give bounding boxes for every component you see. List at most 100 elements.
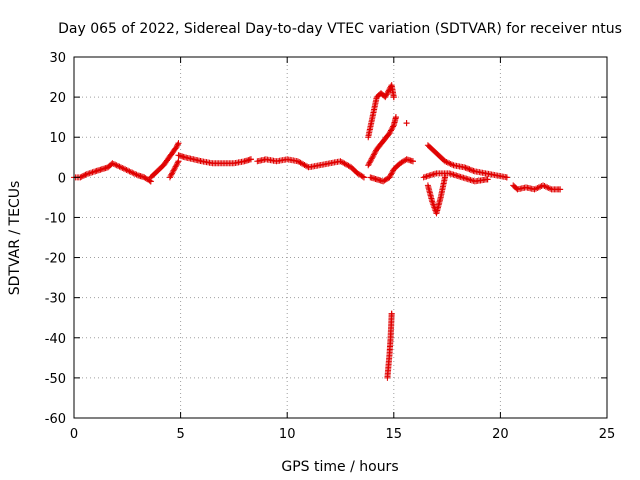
data-point <box>146 177 153 184</box>
data-point <box>174 160 181 167</box>
data-point <box>409 158 416 165</box>
data-point <box>531 186 538 193</box>
data-point <box>82 171 89 178</box>
data-point <box>125 167 132 174</box>
series-evening-low <box>420 170 491 185</box>
x-axis-label: GPS time / hours <box>281 459 398 475</box>
y-tick-label: -50 <box>45 372 66 387</box>
data-point <box>132 170 139 177</box>
data-point <box>365 160 372 167</box>
data-point <box>247 156 254 163</box>
data-point <box>403 120 410 127</box>
data-point <box>115 162 122 169</box>
data-point <box>173 162 180 169</box>
data-point <box>173 144 180 151</box>
data-point <box>110 160 117 167</box>
data-point <box>441 158 448 165</box>
data-point <box>367 158 374 165</box>
data-point <box>174 159 181 166</box>
x-tick-label: 0 <box>70 427 78 442</box>
y-tick-label: -20 <box>45 252 66 267</box>
data-point <box>443 158 450 165</box>
series-afternoon-band <box>254 156 367 181</box>
y-tick-label: -30 <box>45 292 66 307</box>
data-point <box>119 164 126 171</box>
data-point <box>169 170 176 177</box>
data-point <box>557 186 564 193</box>
data-point <box>387 172 394 179</box>
series-outlier-drop <box>384 310 395 381</box>
data-point <box>449 161 456 168</box>
data-point <box>392 114 399 121</box>
data-point <box>174 142 181 149</box>
data-point <box>386 130 393 137</box>
data-point <box>390 94 397 101</box>
data-point <box>109 160 116 167</box>
data-point <box>535 184 542 191</box>
data-point <box>387 128 394 135</box>
data-point <box>360 174 367 181</box>
data-point <box>385 88 392 95</box>
data-point <box>382 92 389 99</box>
data-point <box>388 310 395 317</box>
data-point <box>446 160 453 167</box>
series-night-band <box>510 182 564 193</box>
data-point <box>133 171 140 178</box>
data-point <box>389 168 396 175</box>
data-point <box>112 161 119 168</box>
data-point <box>113 162 120 169</box>
data-point <box>365 162 372 169</box>
data-point <box>129 169 136 176</box>
series-late-rise-to-five <box>166 158 182 181</box>
data-point <box>383 91 390 98</box>
y-tick-label: -40 <box>45 332 66 347</box>
plot-frame <box>73 56 608 419</box>
data-point <box>371 150 378 157</box>
x-tick-label: 20 <box>492 427 509 442</box>
data-point <box>387 127 394 134</box>
data-point <box>534 185 541 192</box>
data-point <box>447 160 454 167</box>
data-point <box>466 166 473 173</box>
data-point <box>372 148 379 155</box>
data-point <box>78 173 85 180</box>
data-point <box>484 176 491 183</box>
series-spike-upper <box>365 82 397 141</box>
data-point <box>547 185 554 192</box>
series-midday-band <box>175 152 254 167</box>
data-point <box>441 174 448 181</box>
data-point <box>81 172 88 179</box>
data-point <box>390 123 397 130</box>
series-evening-dip <box>424 174 448 217</box>
series-evening-descent <box>424 142 510 181</box>
data-point <box>461 164 468 171</box>
y-tick-label: 20 <box>49 91 66 106</box>
data-point <box>368 156 375 163</box>
data-point <box>503 174 510 181</box>
data-point <box>169 168 176 175</box>
data-point <box>116 163 123 170</box>
x-tick-label: 15 <box>386 427 403 442</box>
data-point <box>170 167 177 174</box>
data-point <box>123 166 130 173</box>
data-point <box>171 166 178 173</box>
y-axis-ticks: -60 -50 -40 -30 -20 -10 0 10 20 30 <box>45 51 607 427</box>
data-point <box>467 166 474 173</box>
y-tick-label: 30 <box>49 51 66 66</box>
data-point <box>384 90 391 97</box>
series-spike-middle <box>365 114 399 169</box>
data-point <box>168 171 175 178</box>
series-early-morning <box>71 160 154 185</box>
data-point <box>117 164 124 171</box>
data-point <box>532 185 539 192</box>
data-points <box>71 82 564 381</box>
data-point <box>385 87 392 94</box>
data-point <box>174 141 181 148</box>
y-axis-label: SDTVAR / TECUs <box>7 181 23 296</box>
data-point <box>370 151 377 158</box>
data-point <box>175 158 182 165</box>
data-point <box>366 159 373 166</box>
data-point <box>386 174 393 181</box>
data-point <box>542 183 549 190</box>
